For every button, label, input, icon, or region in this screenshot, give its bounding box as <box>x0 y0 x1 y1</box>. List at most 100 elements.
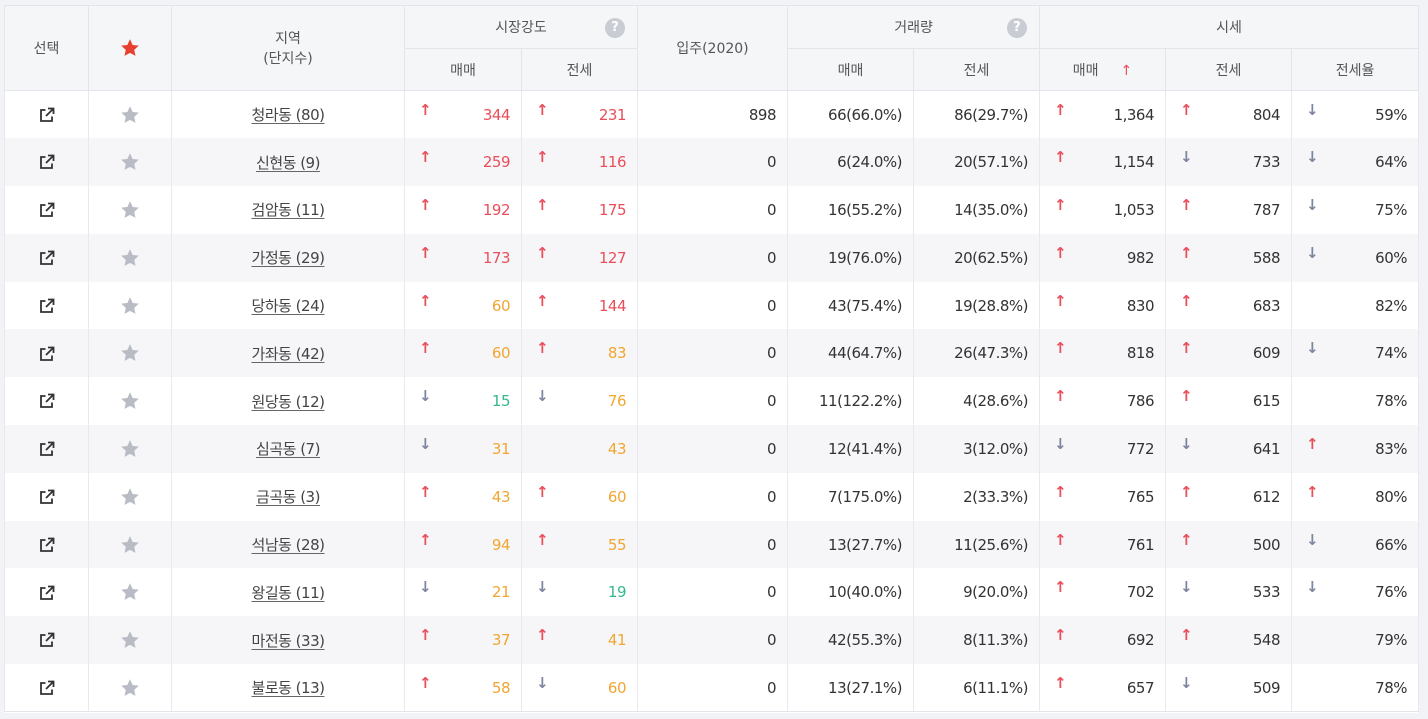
region-link[interactable]: 청라동 (80) <box>251 106 325 125</box>
favorite-cell[interactable] <box>88 472 172 521</box>
region-link[interactable]: 검암동 (11) <box>251 201 325 220</box>
external-link-icon[interactable] <box>38 297 56 315</box>
open-link-cell[interactable] <box>4 233 89 282</box>
region-cell[interactable]: 석남동 (28) <box>171 520 405 569</box>
favorite-cell[interactable] <box>88 90 172 139</box>
region-link[interactable]: 가좌동 (42) <box>251 344 325 363</box>
external-link-icon[interactable] <box>38 440 56 458</box>
external-link-icon[interactable] <box>38 106 56 124</box>
favorite-star-icon[interactable] <box>119 199 141 221</box>
favorite-star-icon[interactable] <box>119 486 141 508</box>
external-link-icon[interactable] <box>38 584 56 602</box>
region-cell[interactable]: 당하동 (24) <box>171 281 405 330</box>
external-link-icon[interactable] <box>38 631 56 649</box>
favorite-cell[interactable] <box>88 138 172 187</box>
region-cell[interactable]: 신현동 (9) <box>171 138 405 187</box>
favorite-cell[interactable] <box>88 233 172 282</box>
price-jeonse-cell: ↑ 615 <box>1165 377 1293 426</box>
region-link[interactable]: 원당동 (12) <box>251 392 325 411</box>
region-link[interactable]: 석남동 (28) <box>251 536 325 555</box>
favorite-star-icon[interactable] <box>119 390 141 412</box>
external-link-icon[interactable] <box>38 153 56 171</box>
price-jeonse-value: 787 <box>1252 200 1281 219</box>
open-link-cell[interactable] <box>4 138 89 187</box>
market-strength-help-icon[interactable]: ? <box>605 18 625 38</box>
external-link-icon[interactable] <box>38 201 56 219</box>
trend-arrow-icon: ↓ <box>1306 530 1319 549</box>
header-price-jeonse[interactable]: 전세 <box>1165 48 1293 91</box>
favorite-cell[interactable] <box>88 329 172 378</box>
ms-jeonse-cell: ↑ 55 <box>521 520 638 569</box>
header-move-in[interactable]: 입주(2020) <box>637 5 788 91</box>
region-cell[interactable]: 가좌동 (42) <box>171 329 405 378</box>
favorite-cell[interactable] <box>88 568 172 617</box>
header-jeonse-rate[interactable]: 전세율 <box>1291 48 1420 91</box>
header-region[interactable]: 지역 (단지수) <box>171 5 405 91</box>
open-link-cell[interactable] <box>4 568 89 617</box>
external-link-icon[interactable] <box>38 488 56 506</box>
region-cell[interactable]: 원당동 (12) <box>171 377 405 426</box>
region-link[interactable]: 심곡동 (7) <box>256 440 320 459</box>
region-link[interactable]: 불로동 (13) <box>251 679 325 698</box>
ms-buy-cell: ↑ 43 <box>404 472 522 521</box>
header-ms-buy[interactable]: 매매 <box>404 48 522 91</box>
external-link-icon[interactable] <box>38 536 56 554</box>
favorite-star-icon[interactable] <box>119 629 141 651</box>
favorite-cell[interactable] <box>88 664 172 713</box>
region-link[interactable]: 왕길동 (11) <box>251 583 325 602</box>
sort-ascending-icon[interactable]: ↑ <box>1120 62 1133 79</box>
favorite-star-icon[interactable] <box>119 438 141 460</box>
favorite-star-icon[interactable] <box>119 295 141 317</box>
favorite-cell[interactable] <box>88 616 172 665</box>
favorite-cell[interactable] <box>88 377 172 426</box>
region-cell[interactable]: 가정동 (29) <box>171 233 405 282</box>
favorite-cell[interactable] <box>88 520 172 569</box>
favorite-cell[interactable] <box>88 425 172 473</box>
region-link[interactable]: 신현동 (9) <box>256 153 320 172</box>
volume-help-icon[interactable]: ? <box>1007 18 1028 38</box>
region-cell[interactable]: 금곡동 (3) <box>171 472 405 521</box>
open-link-cell[interactable] <box>4 616 89 665</box>
favorite-cell[interactable] <box>88 186 172 234</box>
favorite-star-icon[interactable] <box>119 581 141 603</box>
favorite-star-icon[interactable] <box>119 151 141 173</box>
region-cell[interactable]: 청라동 (80) <box>171 90 405 139</box>
region-link[interactable]: 금곡동 (3) <box>256 488 320 507</box>
external-link-icon[interactable] <box>38 249 56 267</box>
trend-arrow-icon: ↓ <box>1306 578 1319 597</box>
external-link-icon[interactable] <box>38 679 56 697</box>
open-link-cell[interactable] <box>4 425 89 473</box>
favorite-cell[interactable] <box>88 281 172 330</box>
favorite-star-icon[interactable] <box>119 247 141 269</box>
header-price-buy[interactable]: 매매 ↑ <box>1039 48 1167 91</box>
favorite-star-icon[interactable] <box>119 342 141 364</box>
open-link-cell[interactable] <box>4 90 89 139</box>
open-link-cell[interactable] <box>4 664 89 713</box>
open-link-cell[interactable] <box>4 520 89 569</box>
open-link-cell[interactable] <box>4 281 89 330</box>
region-link[interactable]: 가정동 (29) <box>251 249 325 268</box>
header-favorite[interactable] <box>88 5 172 91</box>
open-link-cell[interactable] <box>4 377 89 426</box>
header-ms-jeonse[interactable]: 전세 <box>521 48 638 91</box>
ms-jeonse-cell: ↓ 19 <box>521 568 638 617</box>
open-link-cell[interactable] <box>4 472 89 521</box>
price-buy-cell: ↑ 786 <box>1039 377 1167 426</box>
region-link[interactable]: 당하동 (24) <box>251 297 325 316</box>
favorite-star-icon[interactable] <box>119 534 141 556</box>
region-cell[interactable]: 검암동 (11) <box>171 186 405 234</box>
region-cell[interactable]: 마전동 (33) <box>171 616 405 665</box>
external-link-icon[interactable] <box>38 392 56 410</box>
region-cell[interactable]: 불로동 (13) <box>171 664 405 713</box>
header-vol-jeonse[interactable]: 전세 <box>912 48 1041 91</box>
region-cell[interactable]: 심곡동 (7) <box>171 425 405 473</box>
region-link[interactable]: 마전동 (33) <box>251 631 325 650</box>
favorite-star-icon[interactable] <box>119 37 141 59</box>
header-vol-buy[interactable]: 매매 <box>787 48 914 91</box>
open-link-cell[interactable] <box>4 329 89 378</box>
region-cell[interactable]: 왕길동 (11) <box>171 568 405 617</box>
favorite-star-icon[interactable] <box>119 104 141 126</box>
favorite-star-icon[interactable] <box>119 677 141 699</box>
open-link-cell[interactable] <box>4 186 89 234</box>
external-link-icon[interactable] <box>38 345 56 363</box>
